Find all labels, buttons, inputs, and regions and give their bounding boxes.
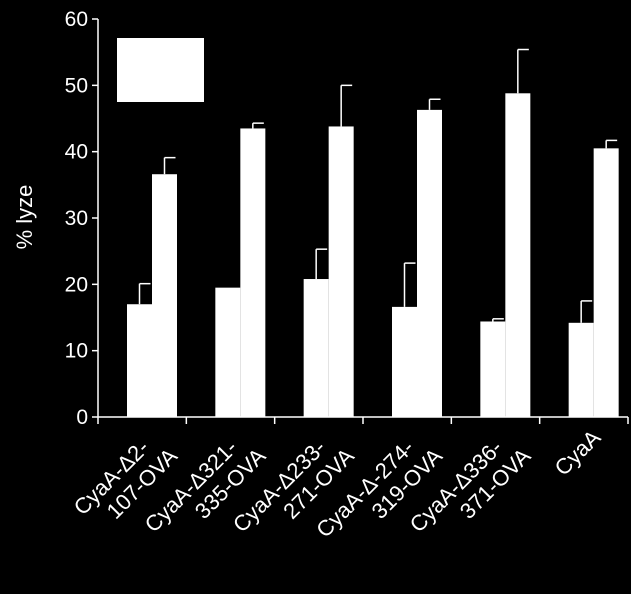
bar [568, 322, 594, 417]
y-tick-label: 10 [65, 340, 88, 363]
bar [328, 126, 354, 418]
bar [505, 93, 531, 417]
y-tick-label: 0 [76, 406, 88, 429]
y-tick-label: 50 [65, 74, 88, 97]
bar [215, 287, 241, 417]
bar [303, 279, 329, 417]
y-tick-label: 40 [65, 141, 88, 164]
y-tick-label: 60 [65, 8, 88, 31]
y-tick-label: 20 [65, 273, 88, 296]
bar [152, 174, 177, 417]
bar [392, 306, 417, 417]
y-tick-label: 30 [65, 207, 88, 230]
bar [240, 128, 266, 417]
bar [417, 109, 442, 418]
bar [480, 321, 506, 417]
legend-box [117, 38, 204, 102]
bars [127, 48, 619, 418]
axes [92, 18, 629, 424]
y-axis-title: % lyze [12, 185, 37, 250]
bar [127, 304, 152, 417]
bar [593, 148, 619, 417]
